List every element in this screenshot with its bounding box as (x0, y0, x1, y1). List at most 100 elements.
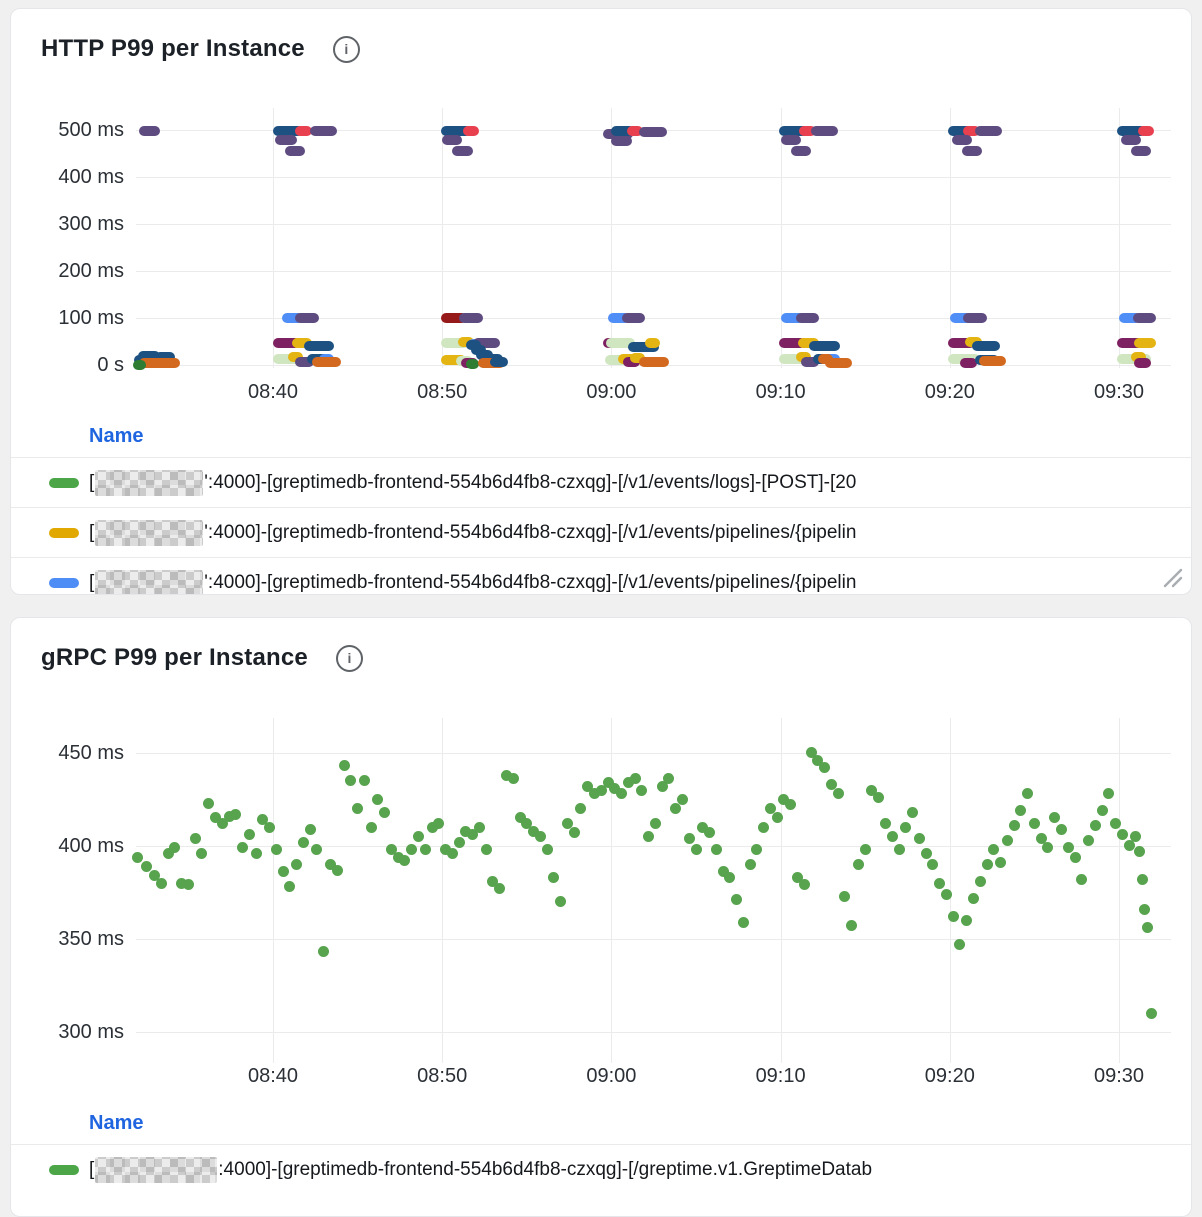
data-point (1089, 819, 1101, 831)
data-point (927, 859, 939, 870)
data-point (798, 879, 810, 891)
panel-grpc-p99: gRPC P99 per Instance i 450 ms 400 ms 350 … (10, 617, 1192, 1217)
data-run-orange (824, 357, 852, 368)
redacted-text (95, 1156, 218, 1183)
legend-label: [':4000]-[greptimedb-frontend-554b6d4fb8… (89, 469, 856, 496)
panel-title: gRPC P99 per Instance (41, 644, 308, 671)
data-run-navy (154, 352, 175, 363)
x-tick-label: 09:10 (755, 381, 806, 403)
legend-row[interactable]: [':4000]-[greptimedb-frontend-554b6d4fb8… (11, 507, 1191, 557)
data-run-navy (303, 341, 334, 352)
data-point (467, 829, 479, 841)
data-run-magenta (1117, 337, 1145, 348)
data-run-navy (489, 356, 509, 367)
x-tick-label: 09:10 (755, 1065, 806, 1087)
y-gridline (136, 318, 1171, 319)
legend-label: [':4000]-[greptimedb-frontend-554b6d4fb8… (89, 569, 856, 594)
data-point (379, 806, 391, 818)
legend-row[interactable]: [':4000]-[greptimedb-frontend-554b6d4fb8… (11, 557, 1191, 594)
data-point (1145, 1007, 1157, 1019)
y-tick-label: 300 ms (58, 1021, 124, 1043)
data-point (609, 782, 621, 794)
data-point (494, 883, 506, 895)
redacted-text (95, 519, 204, 546)
data-run-purple (780, 134, 801, 145)
legend-swatch (49, 577, 79, 588)
data-point (629, 773, 641, 785)
legend-swatch (49, 527, 79, 538)
http-p99-chart: 500 ms 400 ms 300 ms 200 ms 100 ms 0 s 08:40 08… (11, 9, 1191, 594)
x-tick-label: 08:40 (247, 1065, 299, 1087)
data-point (1116, 829, 1128, 841)
data-point (771, 812, 783, 824)
legend-row[interactable]: [':4000]-[greptimedb-frontend-554b6d4fb8… (11, 457, 1191, 507)
data-run-purple (442, 134, 463, 145)
data-point (954, 939, 966, 951)
data-point (325, 859, 337, 870)
x-tick-label: 09:00 (586, 381, 637, 403)
data-point (873, 792, 885, 803)
x-tick-label: 09:00 (586, 1065, 637, 1087)
data-run-navy (778, 126, 808, 137)
panel-title: HTTP P99 per Instance (41, 35, 305, 62)
data-point (785, 799, 797, 811)
redacted-text (95, 569, 204, 594)
data-run-orange (978, 356, 1006, 367)
data-run-magenta (778, 337, 806, 348)
data-point (284, 881, 296, 893)
data-point (717, 866, 729, 878)
data-point (1028, 818, 1040, 830)
resize-handle-icon[interactable] (1161, 566, 1183, 588)
data-point (473, 821, 485, 833)
y-tick-label: 400 ms (58, 166, 124, 188)
data-run-purple (472, 338, 500, 349)
grpc-legend: Name [:4000]-[greptimedb-frontend-554b6d… (11, 1108, 1191, 1194)
legend-row[interactable]: [:4000]-[greptimedb-frontend-554b6d4fb8-… (11, 1144, 1191, 1194)
data-run-gold (288, 352, 304, 362)
data-run-red (462, 126, 480, 137)
data-run-purple (621, 313, 646, 323)
data-point (352, 803, 364, 815)
data-point (981, 859, 993, 870)
data-run-darkgreen (465, 359, 480, 370)
data-point (413, 831, 424, 843)
data-point (541, 844, 553, 856)
data-point (1069, 851, 1081, 863)
legend-name-header[interactable]: Name (89, 425, 144, 447)
data-run-gold (1130, 351, 1146, 362)
x-gridline (611, 108, 613, 368)
data-point (460, 825, 472, 837)
data-point (947, 911, 959, 923)
data-point (230, 808, 242, 820)
data-point (961, 914, 973, 926)
data-point (304, 823, 316, 835)
data-run-darkgreen (132, 359, 146, 370)
data-run-purple (800, 357, 820, 368)
legend-name-header[interactable]: Name (89, 1112, 144, 1134)
info-icon[interactable]: i (332, 35, 360, 63)
y-tick-label: 450 ms (58, 741, 124, 764)
data-run-navy (809, 340, 840, 351)
data-run-lightgreen (273, 354, 304, 365)
data-point (534, 831, 546, 843)
info-icon[interactable]: i (335, 644, 363, 672)
data-point (514, 812, 526, 824)
data-point (697, 821, 709, 833)
data-run-magenta (960, 357, 977, 368)
data-run-purple (811, 126, 839, 137)
data-run-maroon (440, 313, 468, 323)
data-point (318, 946, 330, 958)
x-gridline (1119, 108, 1120, 368)
data-run-red (295, 126, 312, 137)
data-run-blue (780, 313, 805, 323)
data-point (182, 879, 194, 891)
data-point (507, 773, 519, 785)
data-run-purple (951, 134, 972, 145)
data-point (758, 821, 770, 833)
data-point (880, 818, 891, 830)
data-point (311, 844, 323, 856)
data-run-lightgreen (440, 337, 470, 348)
data-point (839, 890, 851, 902)
data-run-purple (638, 126, 668, 137)
x-gridline (273, 718, 274, 1063)
